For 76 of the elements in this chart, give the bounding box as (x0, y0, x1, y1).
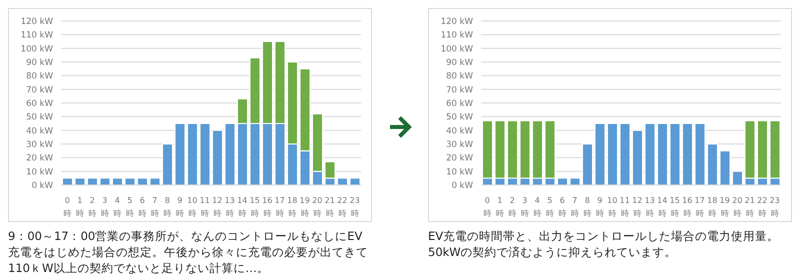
x-tick-label: 18時 (287, 196, 298, 218)
x-tick-label: 3時 (100, 196, 109, 218)
x-tick-label: 16時 (682, 196, 692, 218)
y-tick-label: 110 kW (20, 30, 54, 41)
x-tick-label: 23時 (350, 196, 360, 218)
y-tick-label: 110 kW (440, 30, 474, 41)
x-tick-label: 8時 (583, 196, 592, 218)
y-tick-label: 120 kW (20, 17, 54, 28)
x-tick-label: 6時 (138, 196, 146, 218)
y-tick-label: 100 kW (20, 44, 54, 54)
x-tick-label: 14時 (657, 196, 668, 218)
y-tick-label: 70 kW (446, 85, 474, 96)
x-tick-label: 17時 (274, 196, 285, 218)
y-tick-label: 90 kW (446, 58, 474, 68)
y-tick-label: 20 kW (26, 154, 54, 164)
y-tick-label: 80 kW (26, 72, 54, 82)
x-tick-label: 10時 (187, 196, 198, 218)
x-tick-label: 12時 (212, 196, 222, 218)
x-tick-label: 8時 (163, 196, 172, 218)
x-tick-label: 21時 (324, 196, 335, 218)
y-tick-label: 10 kW (446, 167, 474, 178)
x-tick-label: 19時 (720, 196, 730, 218)
y-tick-label: 40 kW (446, 126, 474, 136)
x-tick-label: 13時 (224, 196, 235, 218)
x-tick-label: 0時 (483, 196, 492, 218)
y-tick-label: 20 kW (446, 154, 474, 164)
y-tick-label: 30 kW (446, 140, 474, 150)
x-tick-label: 21時 (744, 196, 755, 218)
x-tick-label: 9時 (596, 196, 604, 218)
x-tick-label: 2時 (88, 196, 96, 218)
x-tick-label: 1時 (496, 196, 504, 218)
x-tick-label: 18時 (707, 196, 718, 218)
x-tick-label: 22時 (757, 196, 768, 218)
x-tick-label: 4時 (113, 196, 122, 218)
y-tick-label: 90 kW (26, 58, 54, 68)
x-tick-label: 22時 (337, 196, 348, 218)
x-tick-label: 17時 (694, 196, 705, 218)
x-tick-label: 20時 (732, 196, 742, 218)
y-tick-label: 60 kW (26, 99, 54, 110)
x-tick-label: 10時 (607, 196, 618, 218)
y-tick-label: 70 kW (26, 85, 54, 96)
x-tick-label: 4時 (533, 196, 542, 218)
x-tick-label: 3時 (520, 196, 529, 218)
y-tick-label: 30 kW (26, 140, 54, 150)
x-tick-label: 1時 (76, 196, 84, 218)
x-tick-label: 7時 (150, 196, 159, 218)
y-tick-label: 40 kW (26, 126, 54, 136)
x-tick-label: 12時 (632, 196, 642, 218)
y-tick-label: 0 kW (32, 181, 54, 192)
y-tick-label: 0 kW (452, 181, 474, 192)
x-tick-label: 13時 (644, 196, 655, 218)
y-tick-label: 60 kW (446, 99, 474, 110)
x-tick-label: 5時 (546, 196, 554, 218)
text: 9：00～17：00営業の事務所が、なんのコントロールもなしにEV充電をはじめた場合の想定。午後から徐々に充電の必要が出てきて110ｋW以上の契約でないと足りない計算に…。 (8, 228, 369, 276)
x-tick-label: 23時 (770, 196, 780, 218)
x-tick-label: 2時 (508, 196, 516, 218)
y-tick-label: 10 kW (26, 167, 54, 178)
x-tick-label: 9時 (176, 196, 184, 218)
x-tick-label: 11時 (620, 196, 630, 218)
x-tick-label: 6時 (558, 196, 566, 218)
x-tick-label: 19時 (300, 196, 310, 218)
y-tick-label: 50 kW (26, 112, 54, 123)
x-tick-label: 14時 (237, 196, 248, 218)
y-tick-label: 50 kW (446, 112, 474, 123)
x-tick-label: 15時 (250, 196, 260, 218)
x-tick-label: 0時 (63, 196, 72, 218)
x-tick-label: 5時 (126, 196, 134, 218)
y-tick-label: 120 kW (440, 17, 474, 28)
y-tick-label: 100 kW (440, 44, 474, 54)
x-tick-label: 20時 (312, 196, 322, 218)
x-tick-label: 15時 (670, 196, 680, 218)
x-tick-label: 16時 (262, 196, 272, 218)
x-tick-label: 7時 (570, 196, 579, 218)
y-tick-label: 80 kW (446, 72, 474, 82)
x-tick-label: 11時 (200, 196, 210, 218)
text: EV充電の時間帯と、出力をコントロールした場合の電力使用量。50kWの契約で済むように抑えられています。 (428, 228, 780, 260)
